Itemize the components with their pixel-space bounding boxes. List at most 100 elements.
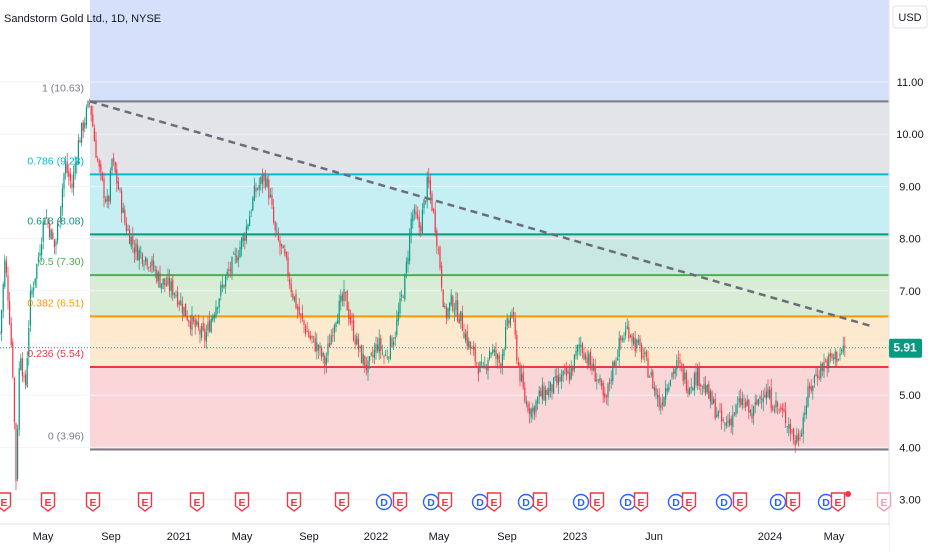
candle-body <box>764 395 766 398</box>
earnings-event-icon[interactable]: E <box>876 492 892 512</box>
candle-body <box>340 296 342 302</box>
dividend-event-icon[interactable]: D <box>715 493 733 511</box>
candle-body <box>90 105 92 115</box>
candle-body <box>154 269 156 271</box>
candle-body <box>452 296 454 311</box>
candle-body <box>705 385 707 395</box>
earnings-event-icon[interactable]: E <box>286 492 302 512</box>
earnings-event-icon[interactable]: E <box>681 492 697 512</box>
candle-body <box>729 419 731 426</box>
candle-body <box>487 360 489 372</box>
fib-labels: 1 (10.63) 0.786 (9.23) 0.618 (8.08) 0.5 (7.… <box>27 82 84 442</box>
candle-body <box>607 383 609 398</box>
candle-body <box>482 365 484 367</box>
candle-body <box>289 279 291 285</box>
earnings-event-icon[interactable]: E <box>785 492 801 512</box>
candle-body <box>585 354 587 359</box>
fib-label-3: 0.5 (7.30) <box>39 256 84 268</box>
candle-body <box>189 321 191 329</box>
candle-body <box>23 376 25 378</box>
candle-body <box>247 224 249 229</box>
fib-zone-5 <box>90 367 889 450</box>
dividend-event-icon[interactable]: D <box>375 493 393 511</box>
earnings-event-icon[interactable]: E <box>334 492 350 512</box>
candle-body <box>465 333 467 341</box>
candle-body <box>210 318 212 333</box>
candle-body <box>530 408 532 418</box>
earnings-event-icon[interactable]: E <box>732 492 748 512</box>
candle-body <box>781 408 783 411</box>
candle-body <box>793 428 795 440</box>
price-axis-bg <box>889 0 932 550</box>
candle-body <box>269 194 271 197</box>
currency-button[interactable]: USD <box>892 5 928 29</box>
dividend-event-icon[interactable]: D <box>471 493 489 511</box>
earnings-event-icon[interactable]: E <box>437 492 453 512</box>
candle-body <box>578 344 580 347</box>
candle-body <box>506 317 508 327</box>
dividend-event-icon[interactable]: D <box>422 493 440 511</box>
candle-body <box>722 419 724 421</box>
candle-body <box>810 386 812 391</box>
candle-body <box>708 384 710 399</box>
candle-body <box>215 306 217 318</box>
earnings-event-icon[interactable]: E <box>589 492 605 512</box>
candle-body <box>703 383 705 389</box>
candle-body <box>716 414 718 418</box>
candle-body <box>658 394 660 407</box>
dividend-event-icon[interactable]: D <box>517 493 535 511</box>
candle-body <box>52 232 54 239</box>
earnings-event-icon[interactable]: E <box>633 492 649 512</box>
last-price-label: 5.91 <box>893 341 917 355</box>
candle-body <box>28 327 30 357</box>
candle-body <box>551 384 553 393</box>
candle-body <box>180 300 182 305</box>
earnings-event-icon[interactable]: E <box>189 492 205 512</box>
candle-body <box>365 364 367 371</box>
earnings-event-icon[interactable]: E <box>392 492 408 512</box>
earnings-event-icon[interactable]: E <box>486 492 502 512</box>
earnings-event-icon[interactable]: E <box>85 492 101 512</box>
candle-body <box>125 222 127 232</box>
candle-body <box>351 321 353 323</box>
candle-body <box>828 354 830 368</box>
svg-text:E: E <box>290 497 297 509</box>
x-tick-10: 2024 <box>758 531 782 543</box>
candle-body <box>428 176 430 184</box>
candle-body <box>591 363 593 371</box>
dividend-event-icon[interactable]: D <box>572 493 590 511</box>
candle-body <box>628 327 630 339</box>
candle-body <box>223 284 225 288</box>
candle-body <box>266 178 268 187</box>
candle-body <box>754 402 756 406</box>
candle-body <box>225 276 227 287</box>
svg-text:E: E <box>396 497 403 509</box>
candle-body <box>121 190 123 214</box>
earnings-event-icon[interactable]: E <box>137 492 153 512</box>
svg-text:D: D <box>522 497 530 509</box>
candle-body <box>18 368 20 430</box>
candle-body <box>0 332 1 333</box>
earnings-event-icon[interactable]: E <box>532 492 548 512</box>
dividend-event-icon[interactable]: D <box>619 493 637 511</box>
candle-body <box>381 352 383 354</box>
dividend-event-icon[interactable]: D <box>667 493 685 511</box>
candle-body <box>359 346 361 348</box>
candle-body <box>546 389 548 395</box>
candle-body <box>540 390 542 397</box>
event-dot <box>845 491 851 497</box>
candle-body <box>641 344 643 359</box>
candle-body <box>633 337 635 345</box>
candle-body <box>220 285 222 296</box>
candle-body <box>258 184 260 190</box>
earnings-event-icon[interactable]: E <box>830 492 846 512</box>
earnings-event-icon[interactable]: E <box>40 492 56 512</box>
earnings-event-icon[interactable]: E <box>0 492 12 512</box>
earnings-event-icon[interactable]: E <box>234 492 250 512</box>
candle-body <box>813 375 815 383</box>
candle-body <box>493 349 495 352</box>
candle-body <box>191 314 193 330</box>
dividend-event-icon[interactable]: D <box>769 493 787 511</box>
